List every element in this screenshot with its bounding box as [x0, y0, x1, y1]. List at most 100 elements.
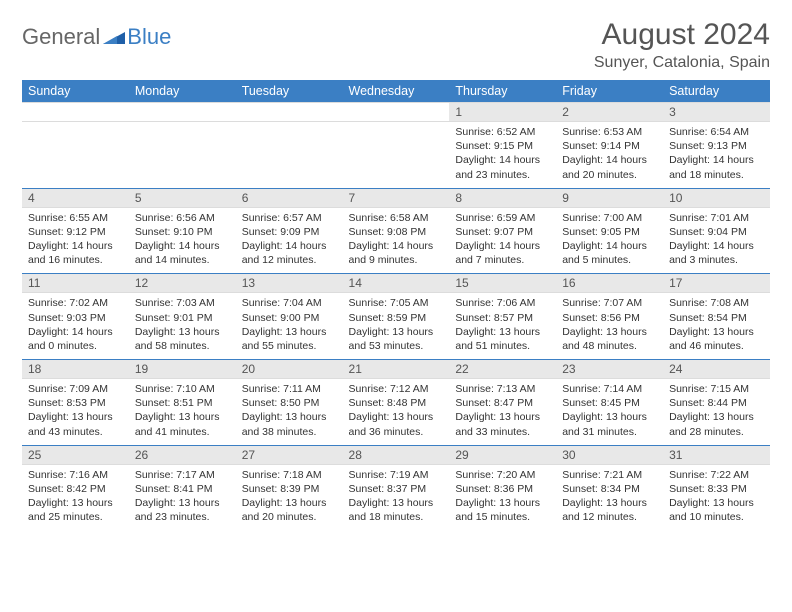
sunset-text: Sunset: 8:39 PM — [242, 482, 337, 496]
calendar-cell: 12Sunrise: 7:03 AMSunset: 9:01 PMDayligh… — [129, 274, 236, 360]
sunrise-text: Sunrise: 7:09 AM — [28, 382, 123, 396]
day-body: Sunrise: 6:58 AMSunset: 9:08 PMDaylight:… — [343, 208, 450, 274]
day-number: 21 — [343, 360, 450, 379]
sunset-text: Sunset: 9:13 PM — [669, 139, 764, 153]
daylight-text: Daylight: 13 hours and 53 minutes. — [349, 325, 444, 353]
day-number: 1 — [449, 102, 556, 122]
sunrise-text: Sunrise: 7:20 AM — [455, 468, 550, 482]
sunrise-text: Sunrise: 7:05 AM — [349, 296, 444, 310]
day-body: Sunrise: 7:04 AMSunset: 9:00 PMDaylight:… — [236, 293, 343, 359]
sunrise-text: Sunrise: 6:52 AM — [455, 125, 550, 139]
day-number: 29 — [449, 446, 556, 465]
daylight-text: Daylight: 14 hours and 5 minutes. — [562, 239, 657, 267]
day-number: 24 — [663, 360, 770, 379]
day-body — [343, 122, 450, 186]
daylight-text: Daylight: 14 hours and 16 minutes. — [28, 239, 123, 267]
day-number: 27 — [236, 446, 343, 465]
sunset-text: Sunset: 8:53 PM — [28, 396, 123, 410]
title-block: August 2024 Sunyer, Catalonia, Spain — [594, 18, 770, 72]
day-number: 19 — [129, 360, 236, 379]
sunset-text: Sunset: 9:08 PM — [349, 225, 444, 239]
daylight-text: Daylight: 13 hours and 48 minutes. — [562, 325, 657, 353]
header: General Blue August 2024 Sunyer, Catalon… — [22, 18, 770, 72]
sunset-text: Sunset: 8:57 PM — [455, 311, 550, 325]
day-number: 4 — [22, 189, 129, 208]
daylight-text: Daylight: 14 hours and 14 minutes. — [135, 239, 230, 267]
calendar-cell: 24Sunrise: 7:15 AMSunset: 8:44 PMDayligh… — [663, 360, 770, 446]
day-number: 30 — [556, 446, 663, 465]
day-body — [22, 122, 129, 186]
location: Sunyer, Catalonia, Spain — [594, 54, 770, 72]
calendar-cell: 16Sunrise: 7:07 AMSunset: 8:56 PMDayligh… — [556, 274, 663, 360]
sunset-text: Sunset: 9:09 PM — [242, 225, 337, 239]
flag-icon — [103, 28, 125, 46]
calendar-cell: 13Sunrise: 7:04 AMSunset: 9:00 PMDayligh… — [236, 274, 343, 360]
day-body: Sunrise: 7:01 AMSunset: 9:04 PMDaylight:… — [663, 208, 770, 274]
day-header: Saturday — [663, 80, 770, 102]
day-body: Sunrise: 7:18 AMSunset: 8:39 PMDaylight:… — [236, 465, 343, 531]
day-number: 13 — [236, 274, 343, 293]
calendar-cell: 18Sunrise: 7:09 AMSunset: 8:53 PMDayligh… — [22, 360, 129, 446]
sunset-text: Sunset: 8:33 PM — [669, 482, 764, 496]
sunset-text: Sunset: 9:05 PM — [562, 225, 657, 239]
calendar-cell: 20Sunrise: 7:11 AMSunset: 8:50 PMDayligh… — [236, 360, 343, 446]
sunset-text: Sunset: 8:36 PM — [455, 482, 550, 496]
day-body: Sunrise: 7:16 AMSunset: 8:42 PMDaylight:… — [22, 465, 129, 531]
sunset-text: Sunset: 9:00 PM — [242, 311, 337, 325]
day-body: Sunrise: 7:08 AMSunset: 8:54 PMDaylight:… — [663, 293, 770, 359]
sunset-text: Sunset: 8:56 PM — [562, 311, 657, 325]
day-number — [22, 102, 129, 122]
sunset-text: Sunset: 8:41 PM — [135, 482, 230, 496]
daylight-text: Daylight: 13 hours and 12 minutes. — [562, 496, 657, 524]
daylight-text: Daylight: 13 hours and 51 minutes. — [455, 325, 550, 353]
day-body: Sunrise: 7:02 AMSunset: 9:03 PMDaylight:… — [22, 293, 129, 359]
sunset-text: Sunset: 9:04 PM — [669, 225, 764, 239]
sunrise-text: Sunrise: 7:14 AM — [562, 382, 657, 396]
daylight-text: Daylight: 13 hours and 38 minutes. — [242, 410, 337, 438]
sunrise-text: Sunrise: 7:08 AM — [669, 296, 764, 310]
daylight-text: Daylight: 14 hours and 0 minutes. — [28, 325, 123, 353]
calendar-cell: 26Sunrise: 7:17 AMSunset: 8:41 PMDayligh… — [129, 445, 236, 530]
sunrise-text: Sunrise: 6:59 AM — [455, 211, 550, 225]
day-number: 14 — [343, 274, 450, 293]
day-body: Sunrise: 7:11 AMSunset: 8:50 PMDaylight:… — [236, 379, 343, 445]
daylight-text: Daylight: 14 hours and 12 minutes. — [242, 239, 337, 267]
day-body: Sunrise: 7:20 AMSunset: 8:36 PMDaylight:… — [449, 465, 556, 531]
day-body: Sunrise: 7:17 AMSunset: 8:41 PMDaylight:… — [129, 465, 236, 531]
calendar-cell: 25Sunrise: 7:16 AMSunset: 8:42 PMDayligh… — [22, 445, 129, 530]
day-number: 31 — [663, 446, 770, 465]
day-body: Sunrise: 6:54 AMSunset: 9:13 PMDaylight:… — [663, 122, 770, 188]
day-header: Tuesday — [236, 80, 343, 102]
sunset-text: Sunset: 8:59 PM — [349, 311, 444, 325]
day-number — [236, 102, 343, 122]
sunset-text: Sunset: 8:45 PM — [562, 396, 657, 410]
calendar-cell: 19Sunrise: 7:10 AMSunset: 8:51 PMDayligh… — [129, 360, 236, 446]
day-body: Sunrise: 7:12 AMSunset: 8:48 PMDaylight:… — [343, 379, 450, 445]
day-header: Sunday — [22, 80, 129, 102]
calendar-cell: 8Sunrise: 6:59 AMSunset: 9:07 PMDaylight… — [449, 188, 556, 274]
daylight-text: Daylight: 13 hours and 20 minutes. — [242, 496, 337, 524]
calendar-cell: 28Sunrise: 7:19 AMSunset: 8:37 PMDayligh… — [343, 445, 450, 530]
sunrise-text: Sunrise: 6:56 AM — [135, 211, 230, 225]
sunrise-text: Sunrise: 6:54 AM — [669, 125, 764, 139]
sunrise-text: Sunrise: 7:21 AM — [562, 468, 657, 482]
day-number: 22 — [449, 360, 556, 379]
day-number: 8 — [449, 189, 556, 208]
day-body: Sunrise: 7:22 AMSunset: 8:33 PMDaylight:… — [663, 465, 770, 531]
day-body: Sunrise: 7:07 AMSunset: 8:56 PMDaylight:… — [556, 293, 663, 359]
sunset-text: Sunset: 9:10 PM — [135, 225, 230, 239]
day-header: Friday — [556, 80, 663, 102]
sunrise-text: Sunrise: 7:01 AM — [669, 211, 764, 225]
day-number: 18 — [22, 360, 129, 379]
sunset-text: Sunset: 8:51 PM — [135, 396, 230, 410]
calendar-cell — [236, 102, 343, 188]
day-body: Sunrise: 6:55 AMSunset: 9:12 PMDaylight:… — [22, 208, 129, 274]
day-number: 5 — [129, 189, 236, 208]
calendar-row: 25Sunrise: 7:16 AMSunset: 8:42 PMDayligh… — [22, 445, 770, 530]
daylight-text: Daylight: 13 hours and 58 minutes. — [135, 325, 230, 353]
calendar-cell: 22Sunrise: 7:13 AMSunset: 8:47 PMDayligh… — [449, 360, 556, 446]
day-body: Sunrise: 7:13 AMSunset: 8:47 PMDaylight:… — [449, 379, 556, 445]
day-body: Sunrise: 7:05 AMSunset: 8:59 PMDaylight:… — [343, 293, 450, 359]
daylight-text: Daylight: 13 hours and 18 minutes. — [349, 496, 444, 524]
logo-text-blue: Blue — [127, 24, 171, 50]
